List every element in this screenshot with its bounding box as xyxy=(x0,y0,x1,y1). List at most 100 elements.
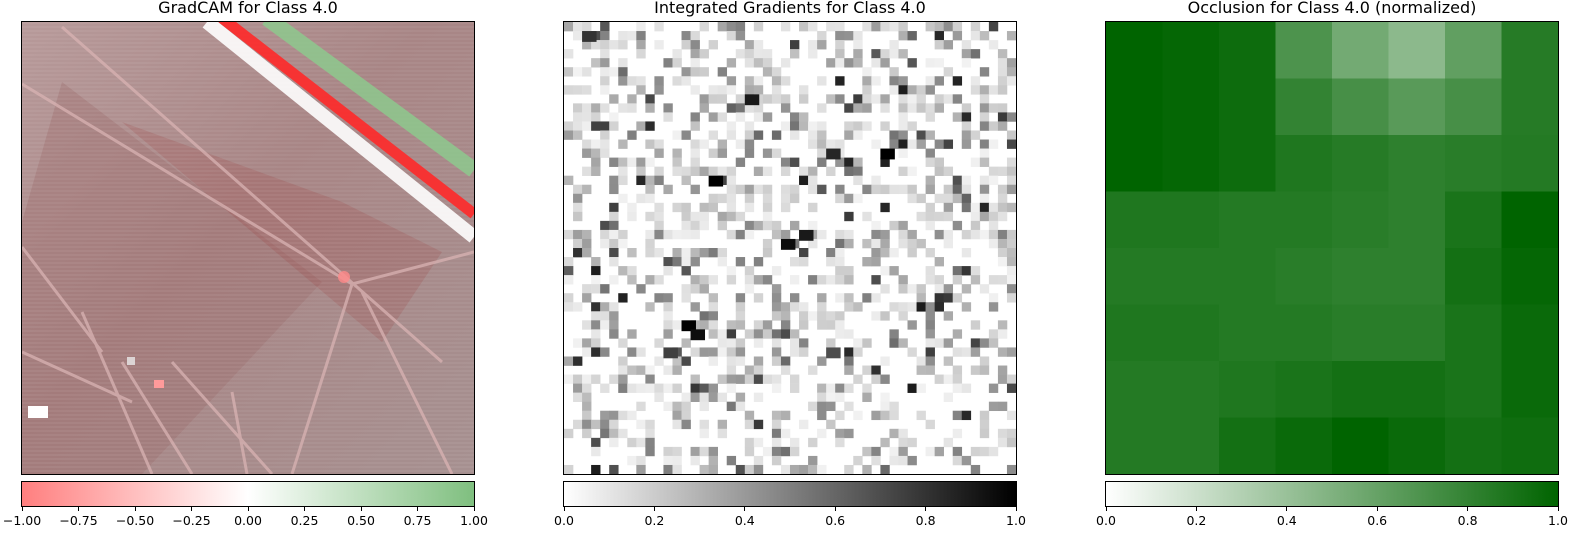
ig-cell xyxy=(934,293,944,303)
ig-cell xyxy=(808,401,818,412)
ig-cell xyxy=(582,374,592,384)
ig-cell xyxy=(762,446,773,457)
ig-cell xyxy=(880,103,890,113)
ig-cell xyxy=(979,338,990,348)
ig-cell xyxy=(808,184,818,195)
ig-cell xyxy=(672,455,682,466)
ig-cell xyxy=(591,338,601,348)
ig-cell xyxy=(681,130,691,140)
ig-cell xyxy=(726,85,737,95)
ig-cell xyxy=(970,76,981,86)
ig-cell xyxy=(726,347,737,357)
ig-cell xyxy=(564,229,574,240)
ig-cell xyxy=(826,248,836,258)
ig-cell xyxy=(672,383,682,393)
colorbar-tick-mark xyxy=(1195,506,1197,511)
ig-cell xyxy=(979,184,990,195)
ig-cell xyxy=(663,266,673,276)
ig-cell xyxy=(762,329,773,339)
ig-cell xyxy=(753,166,764,176)
ig-cell xyxy=(934,22,944,32)
ig-cell xyxy=(744,148,755,158)
colorbar-tick-mark xyxy=(360,506,362,511)
ig-cell xyxy=(979,202,990,213)
occlusion-cell xyxy=(1332,361,1389,418)
ig-cell xyxy=(636,85,646,95)
ig-cell xyxy=(898,302,908,312)
ig-cell xyxy=(699,311,709,321)
ig-cell xyxy=(636,175,646,186)
ig-cell xyxy=(717,248,728,258)
ig-cell xyxy=(690,112,700,122)
ig-cell xyxy=(690,455,700,466)
ig-cell xyxy=(636,31,646,41)
ig-cell xyxy=(582,284,592,294)
colorbar-tick-label: −1.00 xyxy=(2,513,42,528)
ig-cell xyxy=(898,446,908,457)
ig-cell xyxy=(573,383,583,393)
ig-cell xyxy=(762,166,773,176)
ig-cell xyxy=(726,320,737,330)
ig-cell xyxy=(970,22,981,32)
ig-cell xyxy=(753,356,764,366)
ig-cell xyxy=(591,437,601,448)
ig-cell xyxy=(717,338,728,348)
ig-cell xyxy=(997,121,1008,131)
ig-cell xyxy=(654,211,664,222)
ig-cell xyxy=(690,248,700,258)
ig-cell xyxy=(817,428,827,439)
ig-cell xyxy=(762,320,773,330)
ig-cell xyxy=(627,410,637,421)
ig-cell xyxy=(753,112,764,122)
ig-cell xyxy=(753,293,764,303)
colorbar-tick-label: 0.0 xyxy=(554,513,574,528)
ig-cell xyxy=(880,202,890,213)
occlusion-cell xyxy=(1219,22,1276,79)
ig-cell xyxy=(790,383,800,393)
ig-cell xyxy=(609,184,619,195)
colorbar-tick-mark xyxy=(1015,506,1017,511)
ig-cell xyxy=(979,410,990,421)
ig-cell xyxy=(735,31,746,41)
ig-cell xyxy=(717,329,728,339)
ig-cell xyxy=(826,392,836,402)
ig-cell xyxy=(1006,139,1016,149)
ig-cell xyxy=(799,85,809,95)
ig-cell xyxy=(573,338,583,348)
ig-cell xyxy=(573,229,583,240)
ig-cell xyxy=(826,148,841,160)
ig-cell xyxy=(600,76,610,86)
ig-cell xyxy=(943,184,954,195)
colorbar-tick-mark xyxy=(744,506,746,511)
ig-cell xyxy=(645,248,655,258)
ig-cell xyxy=(636,22,646,32)
ig-cell xyxy=(573,211,583,222)
colorbar-tick-label: 0.4 xyxy=(1276,513,1297,528)
ig-cell xyxy=(844,166,854,176)
ig-cell xyxy=(844,302,854,312)
ig-cell xyxy=(997,275,1008,285)
ig-cell xyxy=(970,275,981,285)
ig-cell xyxy=(997,401,1008,412)
ig-cell xyxy=(907,58,917,68)
ig-cell xyxy=(618,428,628,439)
ig-cell xyxy=(844,211,854,222)
ig-cell xyxy=(817,392,827,402)
ig-cell xyxy=(735,49,746,59)
ig-cell xyxy=(880,22,890,32)
ig-cell xyxy=(591,329,601,339)
ig-cell xyxy=(744,220,755,231)
ig-cell xyxy=(699,392,709,402)
ig-cell xyxy=(582,401,592,412)
ig-cell xyxy=(826,94,836,104)
occlusion-cell xyxy=(1275,304,1333,362)
ig-cell xyxy=(690,49,700,59)
ig-cell xyxy=(898,31,908,41)
ig-cell xyxy=(708,464,718,474)
ig-cell xyxy=(591,166,601,176)
ig-cell xyxy=(699,103,709,113)
ig-cell xyxy=(898,338,908,348)
ig-cell xyxy=(943,202,954,213)
ig-cell xyxy=(636,455,646,466)
ig-cell xyxy=(681,31,691,41)
